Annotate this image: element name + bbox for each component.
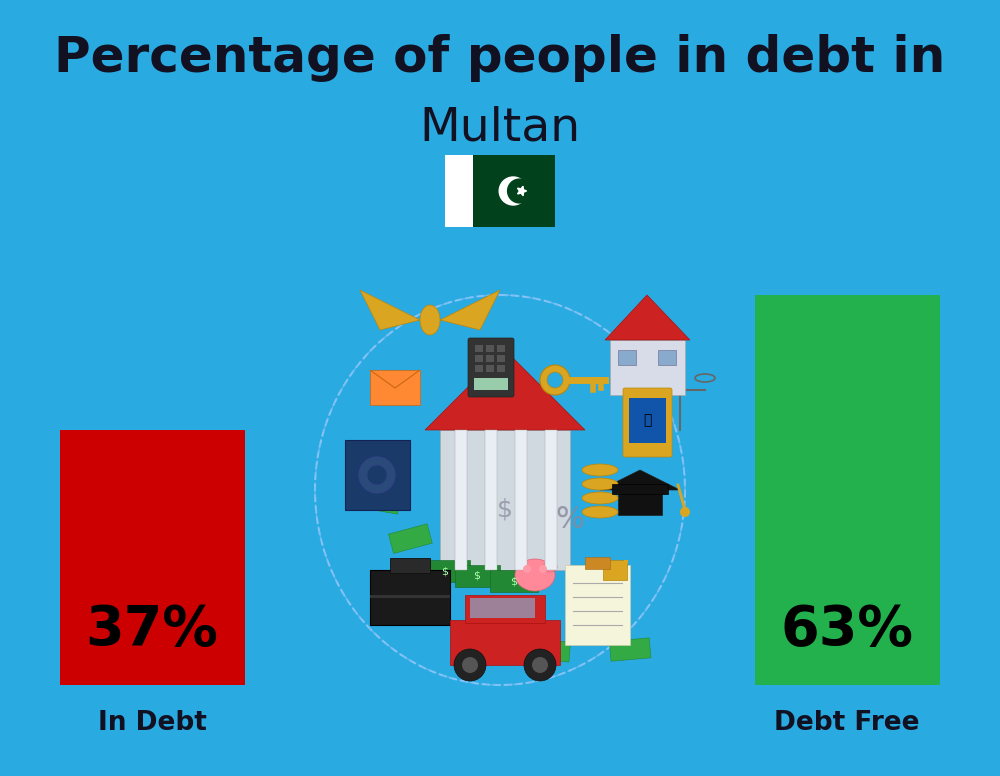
Bar bbox=[440, 430, 570, 570]
Bar bbox=[345, 440, 410, 510]
Circle shape bbox=[367, 465, 387, 485]
Bar bbox=[475, 345, 483, 352]
Bar bbox=[658, 350, 676, 365]
Bar bbox=[455, 430, 467, 570]
Text: $: $ bbox=[474, 571, 480, 581]
Circle shape bbox=[680, 507, 690, 517]
Bar bbox=[497, 365, 505, 372]
Bar bbox=[475, 355, 483, 362]
Circle shape bbox=[499, 177, 527, 205]
Bar bbox=[475, 365, 483, 372]
Ellipse shape bbox=[582, 506, 618, 518]
Bar bbox=[490, 570, 538, 592]
Text: 63%: 63% bbox=[780, 603, 914, 657]
Ellipse shape bbox=[420, 305, 440, 335]
Bar bbox=[609, 638, 651, 661]
Bar bbox=[618, 350, 636, 365]
Polygon shape bbox=[600, 470, 680, 490]
Circle shape bbox=[547, 372, 563, 388]
Bar bbox=[485, 430, 497, 570]
Bar bbox=[486, 365, 494, 372]
Bar bbox=[473, 155, 555, 227]
Polygon shape bbox=[360, 290, 420, 330]
Bar bbox=[585, 557, 610, 569]
Bar bbox=[388, 524, 432, 553]
Text: $: $ bbox=[442, 566, 448, 576]
Bar bbox=[455, 565, 500, 587]
Text: Debt Free: Debt Free bbox=[774, 710, 920, 736]
Bar bbox=[465, 595, 545, 623]
Polygon shape bbox=[518, 186, 527, 196]
Bar bbox=[470, 598, 535, 618]
Text: $: $ bbox=[497, 498, 513, 522]
Circle shape bbox=[454, 649, 486, 681]
Ellipse shape bbox=[582, 478, 618, 490]
Circle shape bbox=[508, 179, 531, 203]
Bar bbox=[370, 570, 450, 625]
Circle shape bbox=[539, 565, 547, 573]
Circle shape bbox=[524, 649, 556, 681]
Bar bbox=[497, 345, 505, 352]
FancyBboxPatch shape bbox=[468, 338, 514, 397]
Bar bbox=[618, 490, 662, 515]
Bar bbox=[474, 378, 508, 390]
Text: Multan: Multan bbox=[419, 106, 581, 151]
Bar bbox=[565, 565, 630, 645]
Circle shape bbox=[523, 565, 531, 573]
Bar bbox=[497, 355, 505, 362]
Bar bbox=[450, 620, 560, 665]
Text: 🏦: 🏦 bbox=[643, 413, 651, 427]
Bar bbox=[545, 430, 557, 570]
Bar bbox=[370, 370, 420, 405]
Bar bbox=[486, 345, 494, 352]
Circle shape bbox=[462, 657, 478, 673]
Bar bbox=[629, 398, 666, 443]
Polygon shape bbox=[440, 290, 500, 330]
Bar bbox=[390, 558, 430, 573]
Bar bbox=[610, 340, 685, 395]
Bar bbox=[60, 430, 245, 685]
Bar bbox=[445, 155, 473, 227]
Bar bbox=[420, 560, 470, 582]
Bar bbox=[370, 595, 450, 598]
Text: %: % bbox=[556, 505, 584, 535]
Polygon shape bbox=[425, 350, 585, 430]
Bar bbox=[486, 355, 494, 362]
Circle shape bbox=[359, 457, 395, 493]
Text: 37%: 37% bbox=[86, 603, 218, 657]
FancyBboxPatch shape bbox=[623, 388, 672, 457]
Ellipse shape bbox=[515, 559, 555, 591]
Bar bbox=[603, 560, 627, 580]
Text: In Debt: In Debt bbox=[98, 710, 206, 736]
Text: Percentage of people in debt in: Percentage of people in debt in bbox=[54, 34, 946, 82]
Bar bbox=[529, 639, 571, 662]
Text: $: $ bbox=[511, 576, 518, 586]
Polygon shape bbox=[605, 295, 690, 340]
Bar bbox=[612, 484, 668, 494]
Bar bbox=[755, 295, 940, 685]
Ellipse shape bbox=[582, 464, 618, 476]
Bar bbox=[358, 487, 401, 514]
Bar bbox=[515, 430, 527, 570]
Ellipse shape bbox=[543, 562, 557, 572]
Circle shape bbox=[540, 365, 570, 395]
Circle shape bbox=[532, 657, 548, 673]
Ellipse shape bbox=[582, 492, 618, 504]
